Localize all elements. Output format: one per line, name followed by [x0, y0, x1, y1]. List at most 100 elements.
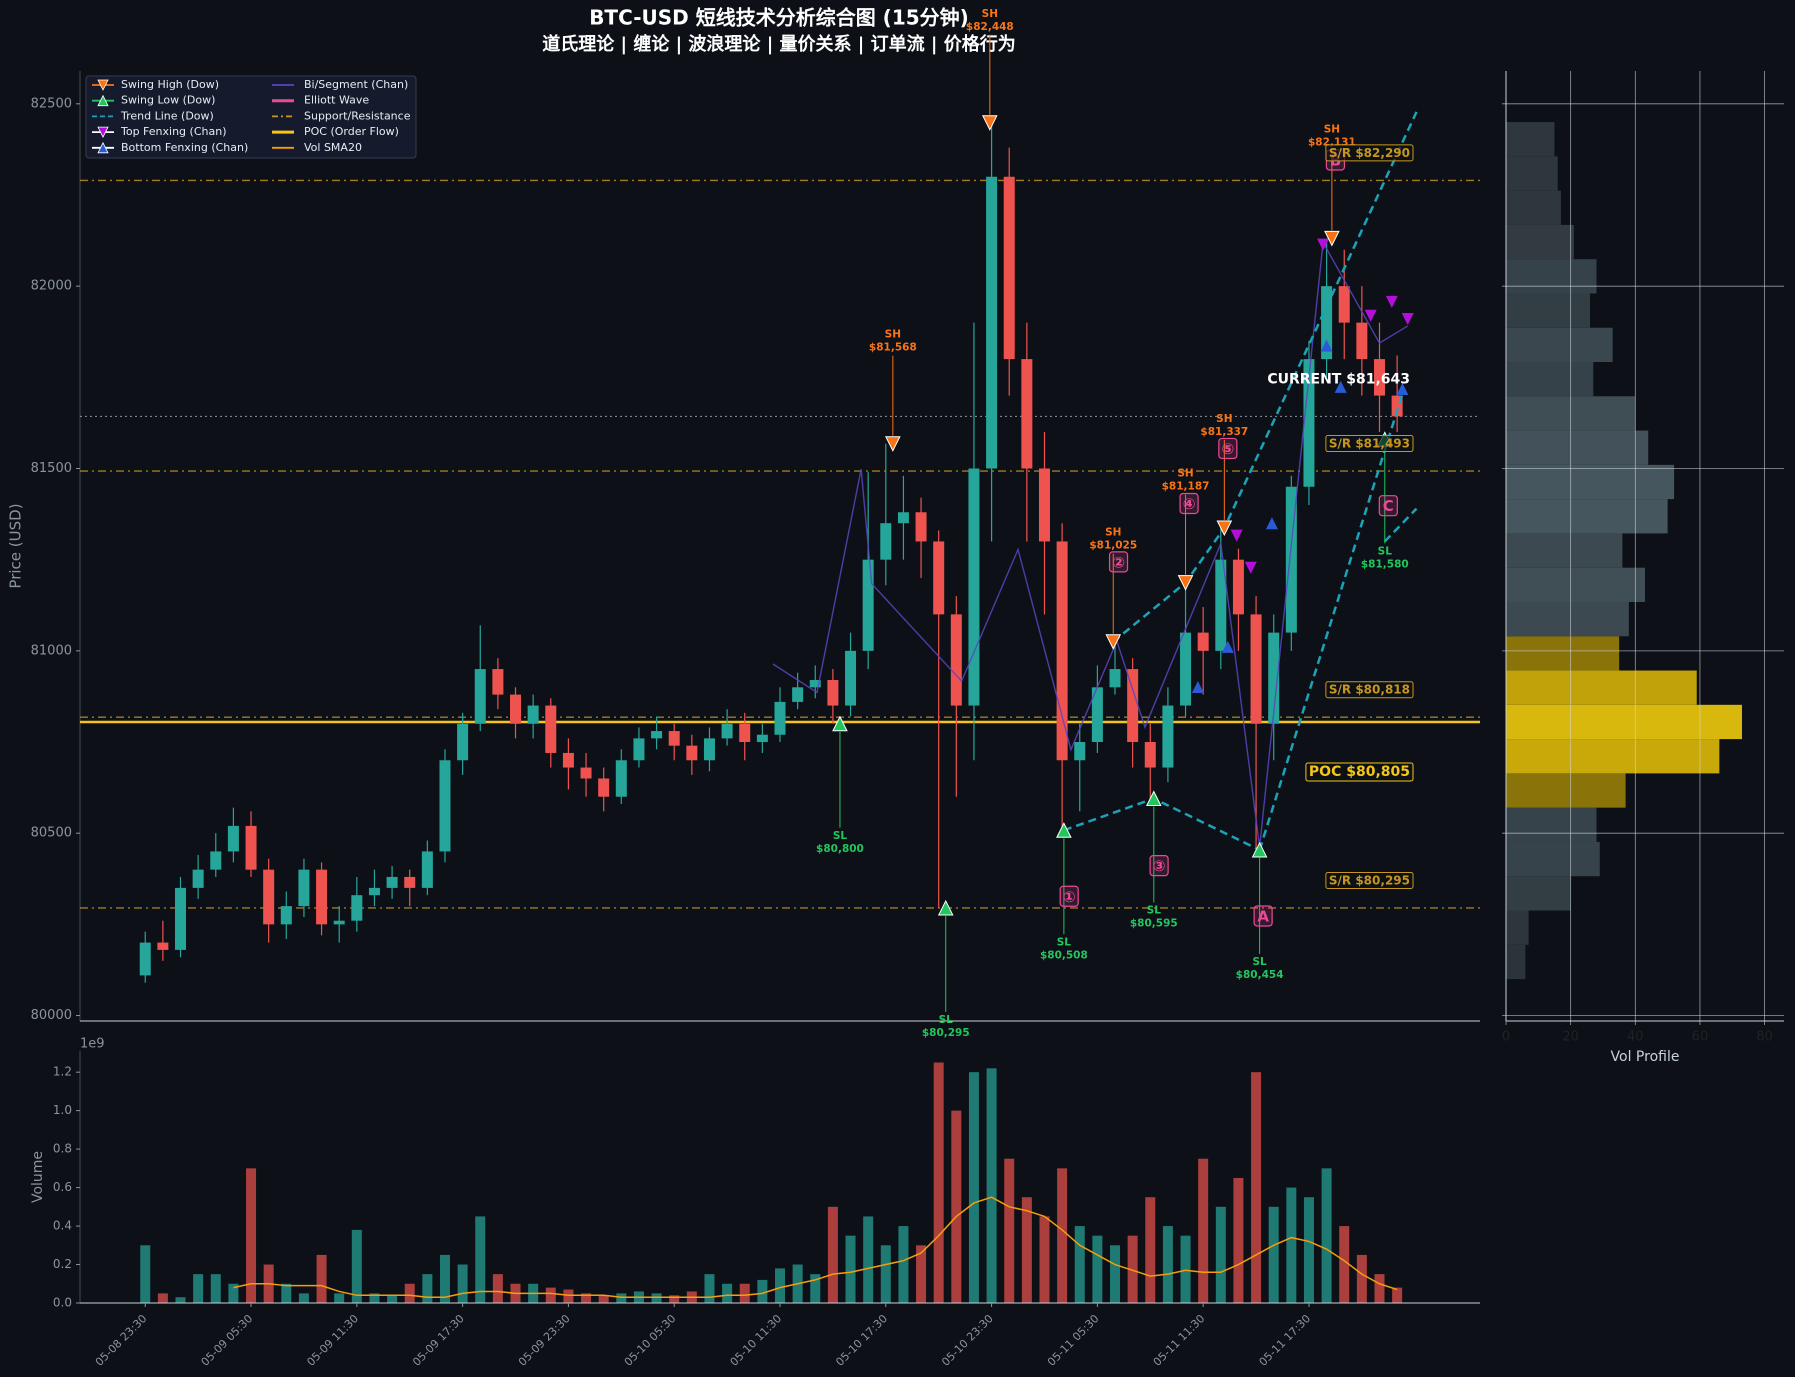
profile-bar: [1506, 841, 1600, 877]
x-tick-label: 0: [1502, 1030, 1510, 1045]
bottom-fenxing: [1221, 640, 1234, 653]
candle-body: [845, 650, 857, 706]
swing-value-label: $80,800: [816, 843, 864, 855]
volume-bar: [845, 1235, 856, 1303]
candle-body: [1091, 687, 1103, 743]
y-tick-label: 80000: [31, 1008, 72, 1023]
volume-bar: [704, 1274, 715, 1303]
bi-line: [772, 240, 1409, 848]
volume-bar: [1145, 1197, 1156, 1303]
elliott-label: ③: [1153, 857, 1166, 875]
volume-bar: [1251, 1072, 1262, 1303]
volume-bar: [1268, 1206, 1279, 1303]
volume-bar: [545, 1287, 556, 1303]
volume-bar: [492, 1274, 503, 1303]
candle-body: [580, 767, 592, 779]
top-fenxing: [1317, 238, 1330, 251]
candle-body: [880, 523, 892, 560]
legend-marker: [97, 141, 109, 154]
volume-bar: [1004, 1158, 1015, 1303]
y-axis-label: Volume: [30, 1151, 46, 1203]
candle-body: [756, 734, 768, 743]
candle-body: [774, 701, 786, 735]
candle-body: [598, 778, 610, 797]
candle-body: [1215, 559, 1227, 651]
volume-bar: [1180, 1235, 1191, 1303]
swing-tag: SL: [939, 1014, 954, 1026]
trend-line: [1258, 387, 1406, 851]
x-tick-label: 05-11 05:30: [1045, 1312, 1102, 1369]
trend-line: [1063, 797, 1261, 852]
volume-bar: [351, 1229, 362, 1303]
volume-bar: [281, 1283, 292, 1303]
volume-bar: [757, 1279, 768, 1303]
profile-bar: [1506, 807, 1597, 842]
volume-bar: [916, 1245, 927, 1303]
volume-bar: [475, 1216, 486, 1303]
profile-bar: [1506, 259, 1597, 294]
candle-body: [739, 723, 751, 743]
sr-label-box: [1325, 681, 1414, 699]
volume-bar: [598, 1295, 609, 1303]
candle-body: [562, 752, 574, 768]
y-offset-label: 1e9: [80, 1037, 105, 1052]
volume-bar: [933, 1062, 944, 1303]
swing-tag: SH: [1177, 468, 1193, 480]
legend-label: Elliott Wave: [304, 94, 369, 107]
volume-bar: [739, 1283, 750, 1303]
swing-tag: SH: [982, 8, 998, 20]
swing-tag: SL: [1057, 936, 1072, 948]
swing-high: [982, 115, 998, 131]
profile-bar: [1506, 122, 1555, 157]
candle-body: [668, 731, 680, 746]
profile-bar: [1506, 944, 1526, 980]
x-tick-label: 05-09 05:30: [199, 1312, 256, 1369]
swing-value-label: $80,295: [922, 1027, 970, 1039]
volume-bar: [1110, 1245, 1121, 1303]
candle-body: [439, 760, 451, 852]
profile-bar: [1506, 910, 1529, 945]
y-tick-label: 82000: [31, 279, 72, 294]
candle-body: [1180, 632, 1192, 706]
candle-body: [915, 512, 927, 542]
legend-label: Trend Line (Dow): [120, 109, 214, 122]
elliott-box: [1179, 492, 1199, 515]
volume-bar: [1215, 1206, 1226, 1303]
top-fenxing: [1364, 309, 1377, 322]
swing-high: [1216, 520, 1233, 537]
profile-bar: [1506, 739, 1720, 774]
swing-low: [1056, 822, 1072, 838]
elliott-box: [1059, 885, 1079, 907]
candle-body: [721, 723, 733, 739]
candle-body: [950, 614, 962, 706]
chart-title: BTC-USD 短线技术分析综合图 (15分钟): [589, 6, 969, 30]
candle-body: [1144, 742, 1156, 768]
candle-body: [492, 669, 504, 695]
candle-body: [897, 512, 909, 524]
candle-body: [986, 176, 998, 469]
swing-high: [1177, 575, 1194, 591]
y-tick-label: 82500: [31, 96, 72, 111]
elliott-label: C: [1383, 497, 1394, 515]
volume-bar: [1162, 1226, 1173, 1303]
top-fenxing: [1244, 561, 1257, 574]
sr-label: S/R $80,818: [1329, 683, 1410, 697]
candle-body: [1109, 669, 1121, 688]
candle-body: [175, 887, 187, 950]
y-tick-label: 0.8: [53, 1142, 72, 1156]
candle-body: [510, 694, 522, 724]
sr-label-box: [1325, 144, 1414, 162]
volume-bar: [986, 1068, 997, 1303]
profile-bar: [1506, 567, 1645, 602]
volume-bar: [669, 1295, 680, 1303]
candle-body: [1232, 559, 1244, 615]
profile-bar: [1506, 362, 1594, 397]
y-tick-label: 0.6: [53, 1180, 72, 1194]
volume-bar: [387, 1295, 398, 1303]
volume-bar: [334, 1293, 345, 1303]
candle-body: [245, 825, 257, 870]
volume-bar: [1092, 1235, 1103, 1303]
candle-body: [1250, 614, 1262, 724]
x-tick-label: 05-10 23:30: [939, 1312, 996, 1369]
volume-bar: [1356, 1254, 1367, 1303]
